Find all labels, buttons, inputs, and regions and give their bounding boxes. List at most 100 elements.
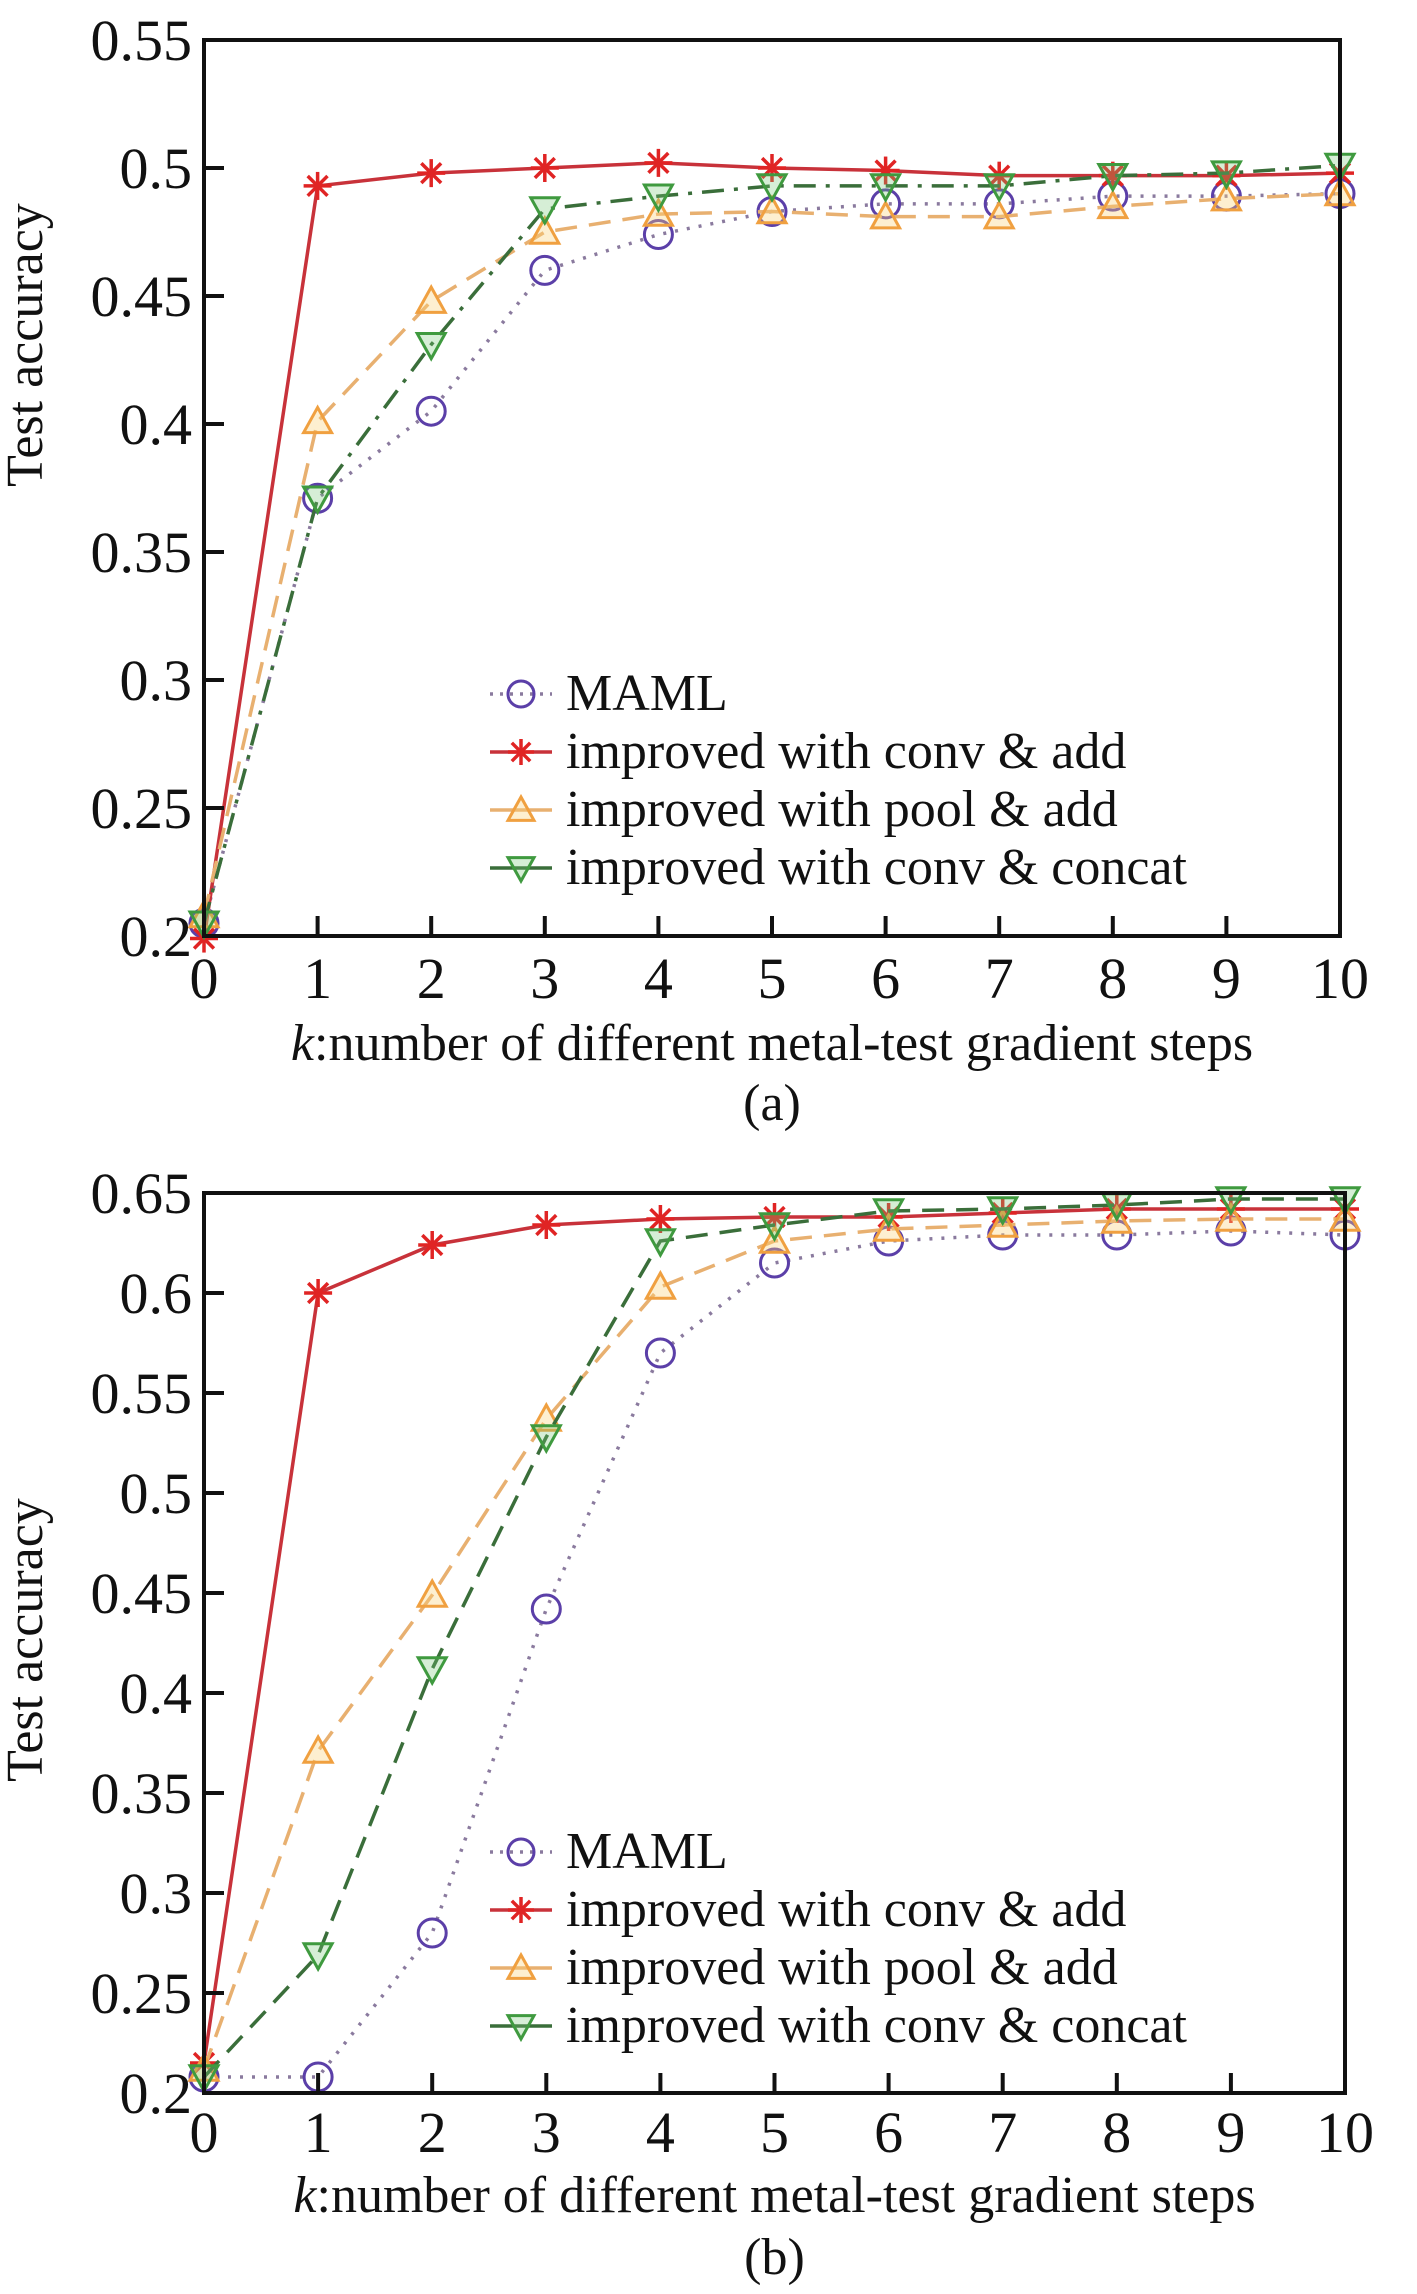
y-tick-label: 0.35	[91, 1761, 193, 1826]
legend-entry-conv-add: improved with conv & add	[490, 723, 1126, 780]
legend-label: improved with conv & concat	[566, 1997, 1188, 2054]
legend-marker	[508, 1897, 534, 1923]
x-tick-label: 2	[417, 946, 446, 1011]
legend-label: improved with pool & add	[566, 781, 1118, 838]
legend-label: improved with conv & concat	[566, 839, 1188, 896]
data-point-conv-concat	[301, 485, 335, 516]
legend-swatch-conv-concat	[490, 856, 552, 885]
data-point-pool-add	[755, 194, 789, 225]
x-tick-label: 7	[985, 946, 1014, 1011]
legend-marker	[505, 793, 537, 822]
x-tick-label: 9	[1212, 946, 1241, 1011]
y-tick-label: 0.25	[91, 1961, 193, 2026]
series-conv-concat	[187, 152, 1357, 941]
data-point-conv-add	[417, 159, 446, 188]
data-point-pool-add	[1209, 181, 1243, 212]
data-point-conv-add	[871, 156, 900, 185]
legend-swatch-conv-add	[490, 1897, 552, 1923]
data-point-maml	[416, 1917, 448, 1949]
legend-swatch-maml	[490, 679, 552, 709]
panel-a: 0.2 0.25 0.3 0.35 0.4 0.45 0.5 0.55 0 1 2 3 4 5 6 7 8 9 10…	[0, 8, 1369, 1132]
data-point-conv-concat	[872, 1198, 906, 1229]
x-tick-label: 5	[760, 2100, 789, 2165]
data-point-conv-concat	[415, 1656, 449, 1687]
data-point-conv-concat	[301, 1942, 335, 1973]
legend-swatch-conv-concat	[490, 2014, 552, 2043]
y-tick-label: 0.2	[120, 904, 193, 969]
y-tick-label: 0.45	[91, 264, 193, 329]
series-line-pool-add	[202, 191, 1341, 916]
panel-b-legend: MAML improved with conv & add improved w…	[490, 1823, 1188, 2054]
x-tick-label: 4	[644, 946, 673, 1011]
legend-label: improved with conv & add	[566, 723, 1126, 780]
x-tick-label: 8	[1098, 946, 1127, 1011]
legend-entry-conv-concat: improved with conv & concat	[490, 1997, 1188, 2054]
legend-swatch-conv-add	[490, 739, 552, 765]
data-point-conv-concat	[641, 183, 675, 214]
x-tick-label: 0	[190, 2100, 219, 2165]
y-tick-label: 0.4	[120, 1661, 193, 1726]
x-tick-label: 0	[190, 946, 219, 1011]
data-point-conv-concat	[755, 173, 789, 204]
data-point-conv-concat	[1209, 160, 1243, 191]
data-point-pool-add	[869, 199, 903, 230]
panel-b: 0.2 0.25 0.3 0.35 0.4 0.45 0.5 0.55 0.6 0.65 0 1 2 3 4…	[0, 1161, 1374, 2286]
data-point-pool-add	[528, 214, 562, 245]
x-tick-label: 7	[988, 2100, 1017, 2165]
data-point-conv-add	[532, 1211, 561, 1239]
panel-b-ticks: 0.2 0.25 0.3 0.35 0.4 0.45 0.5 0.55 0.6 0.65 0 1 2 3 4…	[91, 1161, 1375, 2165]
legend-marker	[506, 679, 536, 709]
panel-caption: (b)	[744, 2229, 805, 2286]
data-point-conv-add	[418, 1231, 447, 1259]
legend-entry-maml: MAML	[490, 665, 728, 722]
x-axis-label-rest: :number of different metal-test gradient…	[314, 1015, 1253, 1072]
legend-entry-maml: MAML	[490, 1823, 728, 1880]
y-tick-label: 0.3	[120, 1861, 193, 1926]
legend-entry-conv-concat: improved with conv & concat	[490, 839, 1188, 896]
legend-marker	[506, 1837, 536, 1867]
legend-marker	[505, 2014, 537, 2043]
legend-swatch-pool-add	[490, 1951, 552, 1980]
data-point-pool-add	[982, 199, 1016, 230]
legend-marker	[505, 856, 537, 885]
data-point-conv-concat	[529, 1424, 563, 1455]
data-point-conv-add	[303, 171, 332, 200]
legend-label: MAML	[566, 665, 728, 722]
data-point-maml	[870, 188, 902, 220]
x-tick-label: 1	[303, 946, 332, 1011]
panel-a-ticks: 0.2 0.25 0.3 0.35 0.4 0.45 0.5 0.55 0 1 2 3 4 5 6 7 8 9 10	[91, 8, 1370, 1011]
y-tick-label: 0.3	[120, 648, 193, 713]
data-point-pool-add	[1214, 1201, 1248, 1232]
y-tick-label: 0.5	[120, 1461, 193, 1526]
x-tick-label: 8	[1102, 2100, 1131, 2165]
legend-label: improved with conv & add	[566, 1881, 1126, 1938]
y-axis-label: Test accuracy	[0, 203, 54, 487]
y-axis-label: Test accuracy	[0, 1498, 54, 1782]
x-tick-label: 4	[646, 2100, 675, 2165]
data-point-conv-concat	[982, 173, 1016, 204]
legend-entry-pool-add: improved with pool & add	[490, 781, 1118, 838]
data-point-maml	[759, 1247, 790, 1279]
legend-swatch-maml	[490, 1837, 552, 1867]
data-point-conv-concat	[869, 173, 903, 204]
data-point-maml	[415, 395, 447, 427]
data-point-conv-add	[304, 1279, 333, 1307]
x-tick-label: 10	[1316, 2100, 1374, 2165]
x-axis-label: k:number of different metal-test gradien…	[293, 2167, 1255, 2224]
x-tick-label: 6	[874, 2100, 903, 2165]
data-point-conv-concat	[528, 196, 562, 227]
x-tick-label: 10	[1311, 946, 1369, 1011]
legend-entry-pool-add: improved with pool & add	[490, 1939, 1118, 1996]
x-tick-label: 5	[758, 946, 787, 1011]
data-point-pool-add	[414, 284, 448, 314]
y-tick-label: 0.4	[120, 392, 193, 457]
legend-marker	[508, 739, 534, 765]
series-line-conv-concat	[202, 1197, 1345, 2079]
y-tick-label: 0.45	[91, 1561, 193, 1626]
y-tick-label: 0.35	[91, 520, 193, 585]
data-point-maml	[529, 254, 561, 286]
x-tick-label: 2	[418, 2100, 447, 2165]
data-point-maml	[642, 219, 674, 251]
data-point-conv-concat	[757, 1212, 792, 1243]
